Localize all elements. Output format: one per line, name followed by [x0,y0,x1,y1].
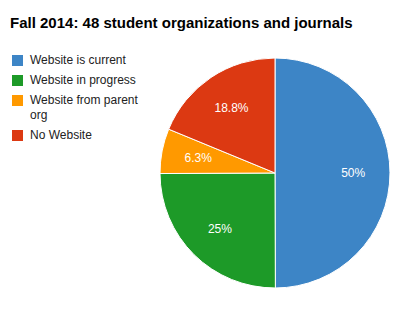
html-text:Website in progress: Website in progress [30,73,136,87]
html-text:No Website: No Website [30,128,92,142]
svg-text:18.8%: 18.8% [214,101,248,115]
html-text:Fall 2014: 48 student organiza: Fall 2014: 48 student organizations and … [10,14,353,31]
html-text:Website is current: Website is current [30,53,126,67]
svg-text:25%: 25% [208,222,232,236]
html-text:Website from parent org: Website from parent org [30,93,138,122]
svg-text:50%: 50% [341,166,365,180]
svg-text:6.3%: 6.3% [185,151,213,165]
